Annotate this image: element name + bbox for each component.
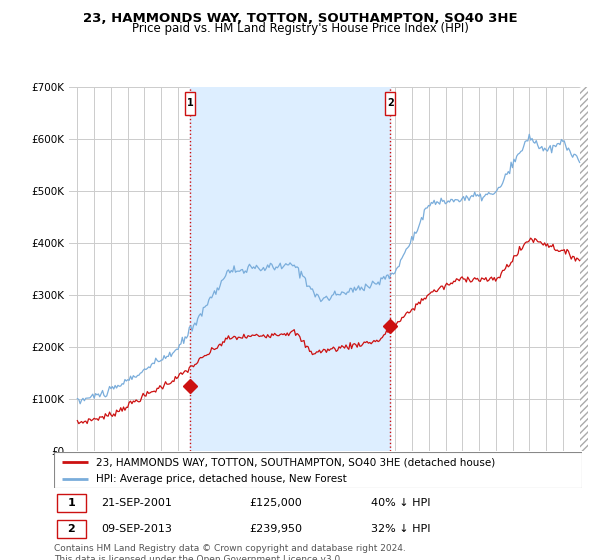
Text: Price paid vs. HM Land Registry's House Price Index (HPI): Price paid vs. HM Land Registry's House … <box>131 22 469 35</box>
Text: 40% ↓ HPI: 40% ↓ HPI <box>371 498 430 508</box>
Text: 23, HAMMONDS WAY, TOTTON, SOUTHAMPTON, SO40 3HE: 23, HAMMONDS WAY, TOTTON, SOUTHAMPTON, S… <box>83 12 517 25</box>
FancyBboxPatch shape <box>56 520 86 538</box>
FancyBboxPatch shape <box>185 92 195 115</box>
Bar <box>580 87 588 451</box>
Text: 1: 1 <box>67 498 75 508</box>
Text: 09-SEP-2013: 09-SEP-2013 <box>101 524 172 534</box>
FancyBboxPatch shape <box>54 452 582 488</box>
Text: 32% ↓ HPI: 32% ↓ HPI <box>371 524 430 534</box>
Text: 1: 1 <box>187 99 193 109</box>
Text: 2: 2 <box>67 524 75 534</box>
Text: 23, HAMMONDS WAY, TOTTON, SOUTHAMPTON, SO40 3HE (detached house): 23, HAMMONDS WAY, TOTTON, SOUTHAMPTON, S… <box>96 457 496 467</box>
FancyBboxPatch shape <box>385 92 395 115</box>
Text: 2: 2 <box>387 99 394 109</box>
Text: £239,950: £239,950 <box>250 524 302 534</box>
FancyBboxPatch shape <box>56 493 86 512</box>
Text: HPI: Average price, detached house, New Forest: HPI: Average price, detached house, New … <box>96 474 347 484</box>
Bar <box>580 87 588 451</box>
Text: £125,000: £125,000 <box>250 498 302 508</box>
Text: Contains HM Land Registry data © Crown copyright and database right 2024.
This d: Contains HM Land Registry data © Crown c… <box>54 544 406 560</box>
Text: 21-SEP-2001: 21-SEP-2001 <box>101 498 172 508</box>
Bar <box>190 87 390 451</box>
